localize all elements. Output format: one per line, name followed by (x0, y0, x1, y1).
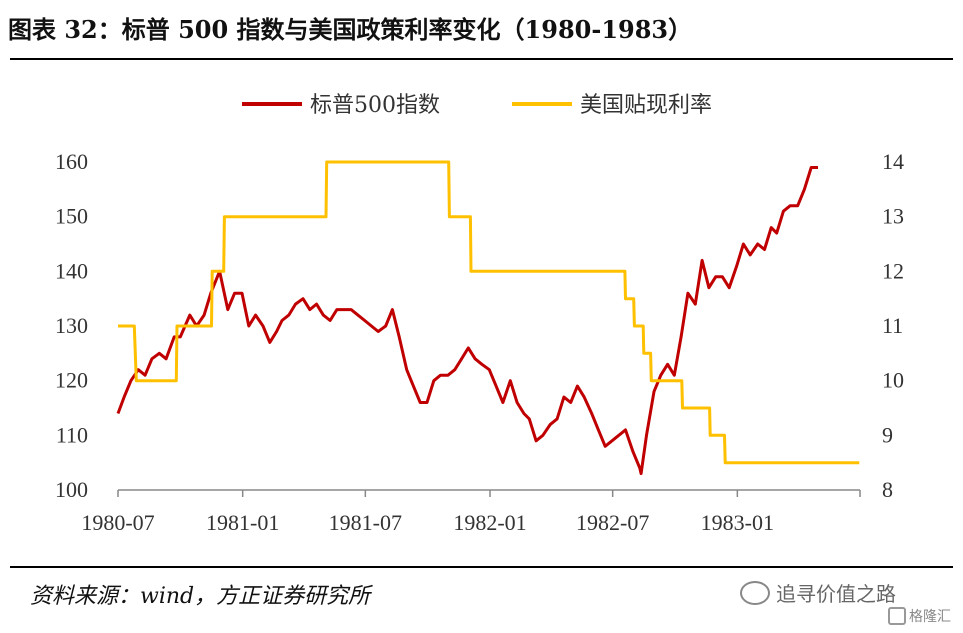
chart-title: 图表 32：标普 500 指数与美国政策利率变化（1980-1983） (8, 15, 693, 44)
series-line-discount-rate (118, 160, 860, 465)
source-note: 资料来源：wind，方正证券研究所 (30, 584, 371, 609)
x-tick-label: 1982-01 (453, 510, 526, 535)
top-rule (10, 58, 953, 60)
axes: 100 110 120 130 140 150 160 8 9 10 11 12 13 14 1980-07… (55, 149, 904, 535)
y-right-tick-label: 9 (882, 422, 893, 447)
y-left-tick-label: 130 (55, 313, 88, 338)
y-right-tick-label: 11 (882, 313, 903, 338)
y-left-tick-label: 120 (55, 368, 88, 393)
y-left-tick-label: 140 (55, 258, 88, 283)
y-left-tick-label: 110 (56, 422, 88, 447)
y-left-tick-label: 160 (55, 149, 88, 174)
y-right-tick-label: 13 (882, 204, 904, 229)
gelonghui-logo-icon (888, 607, 906, 625)
x-tick-label: 1982-07 (576, 510, 649, 535)
bottom-rule (10, 566, 953, 568)
series-line-sp500 (116, 166, 818, 476)
y-right-tick-label: 12 (882, 258, 904, 283)
legend: 标普500指数 美国贴现利率 (242, 93, 712, 118)
x-tick-label: 1981-01 (206, 510, 279, 535)
y-left-tick-label: 150 (55, 204, 88, 229)
x-tick-label: 1981-07 (329, 510, 402, 535)
y-right-tick-label: 10 (882, 368, 904, 393)
watermark-sub: 格隆汇 (888, 606, 951, 626)
wechat-icon (740, 580, 770, 605)
series-lines (116, 160, 860, 476)
watermark-sub-text: 格隆汇 (909, 609, 951, 625)
legend-label: 美国贴现利率 (580, 93, 712, 118)
y-left-tick-label: 100 (55, 477, 88, 502)
x-tick-label: 1980-07 (81, 510, 154, 535)
watermark-text: 追寻价值之路 (776, 582, 896, 606)
x-tick-label: 1983-01 (701, 510, 774, 535)
y-right-tick-label: 14 (882, 149, 904, 174)
legend-label: 标普500指数 (310, 93, 440, 118)
y-right-tick-label: 8 (882, 477, 893, 502)
watermark: 追寻价值之路 (740, 578, 896, 607)
